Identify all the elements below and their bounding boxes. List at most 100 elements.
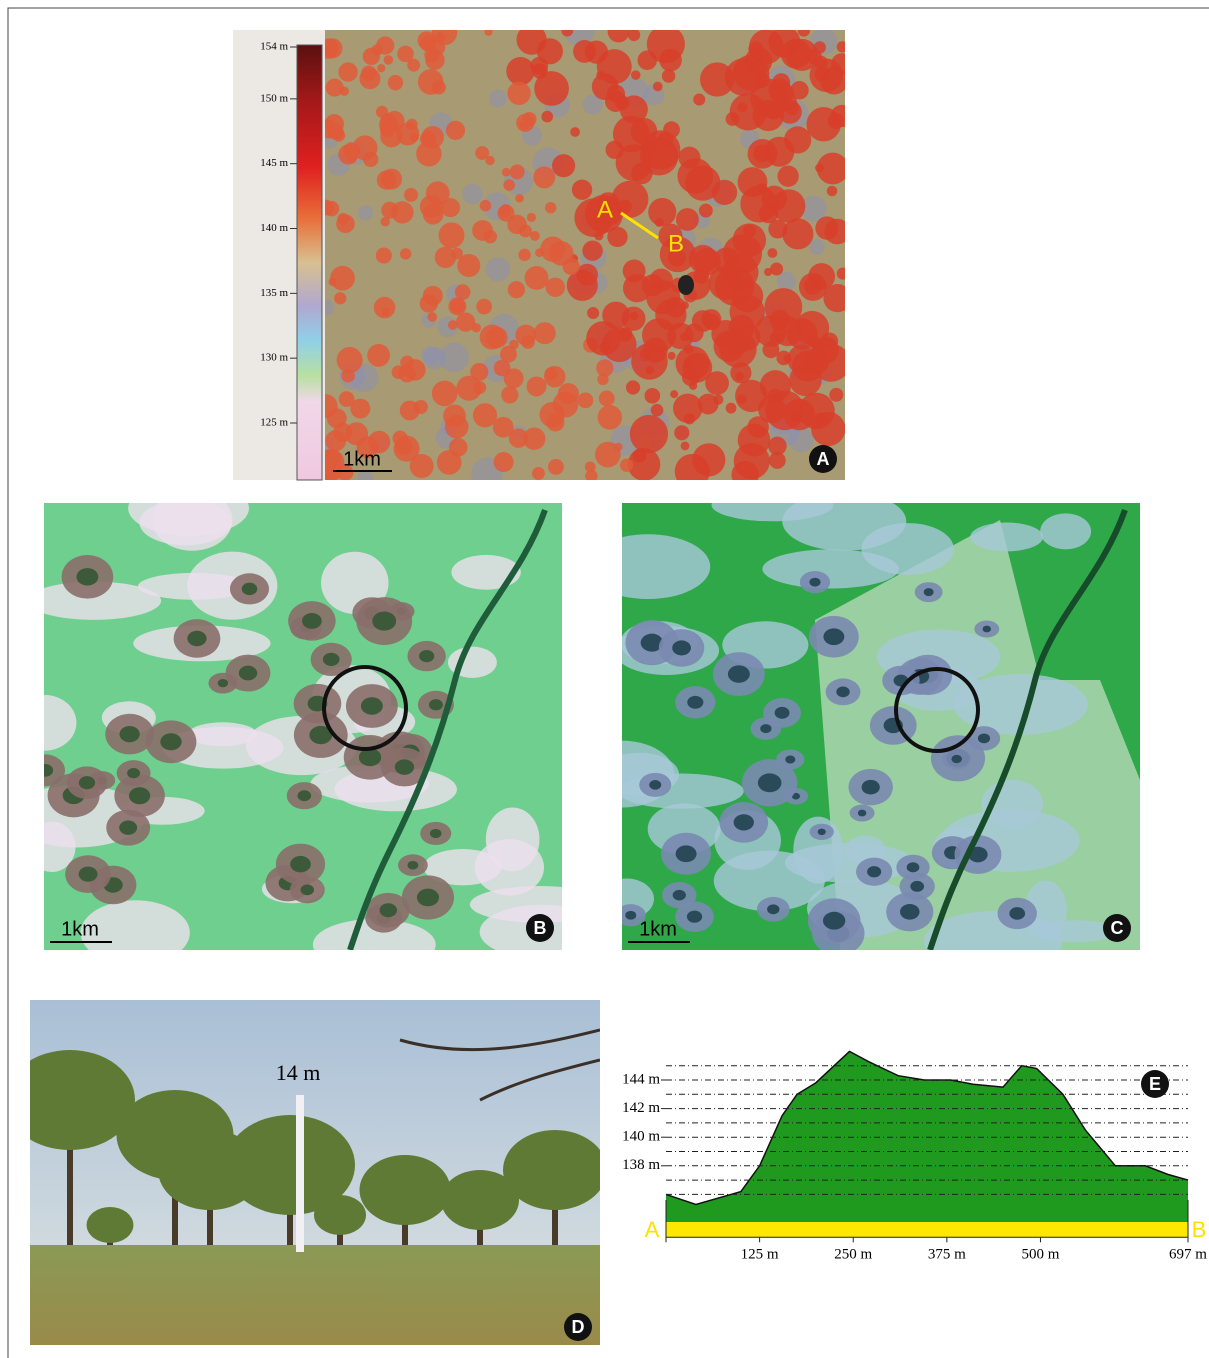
pond (407, 861, 418, 870)
terrain-patch (446, 121, 465, 140)
terrain-patch (689, 245, 717, 273)
figure: 1km A B A 1km B 1km C 14 m D 138 m140 m1… (0, 0, 1209, 1358)
terrain-patch (782, 218, 813, 249)
pond (758, 773, 782, 792)
pond (419, 650, 434, 662)
terrain-patch (628, 29, 640, 41)
pond (728, 665, 750, 683)
profile-start: A (597, 196, 613, 223)
terrain-patch (646, 280, 680, 314)
terrain-patch (645, 388, 661, 404)
terrain-patch (777, 272, 796, 291)
terrain-patch (715, 267, 754, 306)
terrain-patch (432, 20, 457, 45)
terrain-patch (451, 248, 463, 260)
pond (77, 568, 99, 585)
terrain-patch (768, 26, 800, 58)
terrain-patch (827, 186, 838, 197)
terrain-patch (582, 240, 602, 260)
terrain-patch (527, 376, 547, 396)
pond (290, 856, 311, 872)
terrain-patch (726, 403, 737, 414)
terrain-patch (595, 442, 621, 468)
terrain-patch (784, 355, 792, 363)
pond (734, 814, 754, 830)
terrain-patch (608, 21, 630, 43)
terrain-patch (770, 82, 794, 106)
pond (978, 734, 990, 744)
terrain-patch (668, 352, 676, 360)
terrain-patch (439, 343, 469, 373)
terrain-patch (798, 393, 835, 430)
terrain-patch (685, 323, 704, 342)
height-label: 14 m (276, 1060, 321, 1085)
terrain-patch (388, 75, 403, 90)
terrain-patch (489, 90, 507, 108)
vegetation-patch (782, 492, 906, 551)
pond (867, 866, 881, 877)
panel-label: D (572, 1317, 585, 1337)
terrain-patch (831, 105, 853, 127)
y-tick-label: 142 m (622, 1100, 660, 1116)
pond (823, 628, 844, 645)
terrain-patch (475, 146, 489, 160)
terrain-patch (700, 62, 734, 96)
terrain-patch (363, 152, 378, 167)
terrain-patch (699, 204, 713, 218)
terrain-patch (653, 82, 663, 92)
panel-label: B (534, 918, 547, 938)
x-tick-label: 250 m (834, 1247, 872, 1263)
pond (119, 820, 137, 834)
pond (359, 748, 381, 766)
scale-bar-label: 1km (639, 918, 677, 940)
terrain-patch (599, 391, 615, 407)
terrain-patch (719, 330, 757, 368)
x-tick-label: 375 m (928, 1247, 966, 1263)
terrain-patch (436, 33, 445, 42)
terrain-patch (670, 390, 678, 398)
terrain-patch (501, 386, 518, 403)
terrain-patch (638, 51, 657, 70)
terrain-patch (626, 380, 640, 394)
terrain-patch (333, 129, 345, 141)
terrain-patch (646, 366, 654, 374)
terrain-patch (380, 125, 402, 147)
vegetation-patch (586, 534, 711, 599)
colorbar-tick-label: 150 m (260, 92, 288, 104)
pond (983, 626, 991, 633)
pond (119, 726, 139, 742)
vegetation-patch (152, 489, 232, 550)
pond (395, 759, 414, 774)
terrain-patch (480, 200, 492, 212)
terrain-patch (731, 461, 758, 488)
terrain-patch (674, 425, 689, 440)
terrain-patch (527, 213, 536, 222)
pond (79, 867, 98, 882)
terrain-patch (494, 452, 514, 472)
pond (430, 829, 442, 838)
y-tick-label: 138 m (622, 1157, 660, 1173)
profile-start-label: A (645, 1217, 660, 1242)
pond (218, 679, 228, 687)
pond (129, 787, 150, 804)
terrain-patch (673, 394, 702, 423)
pond (301, 884, 314, 895)
pond (361, 697, 383, 715)
terrain-patch (678, 275, 694, 295)
terrain-patch (334, 292, 346, 304)
terrain-patch (455, 284, 471, 300)
pond (775, 707, 790, 719)
terrain-patch (602, 302, 629, 329)
terrain-patch (597, 49, 632, 84)
terrain-patch (456, 312, 475, 331)
terrain-patch (484, 28, 492, 36)
terrain-patch (743, 224, 756, 237)
pond (858, 810, 866, 817)
x-tick-label: 697 m (1169, 1247, 1207, 1263)
terrain-patch (472, 220, 493, 241)
terrain-patch (398, 365, 416, 383)
terrain-patch (748, 139, 778, 169)
terrain-patch (553, 392, 579, 418)
tree-crown (5, 1050, 135, 1150)
terrain-patch (631, 70, 640, 79)
